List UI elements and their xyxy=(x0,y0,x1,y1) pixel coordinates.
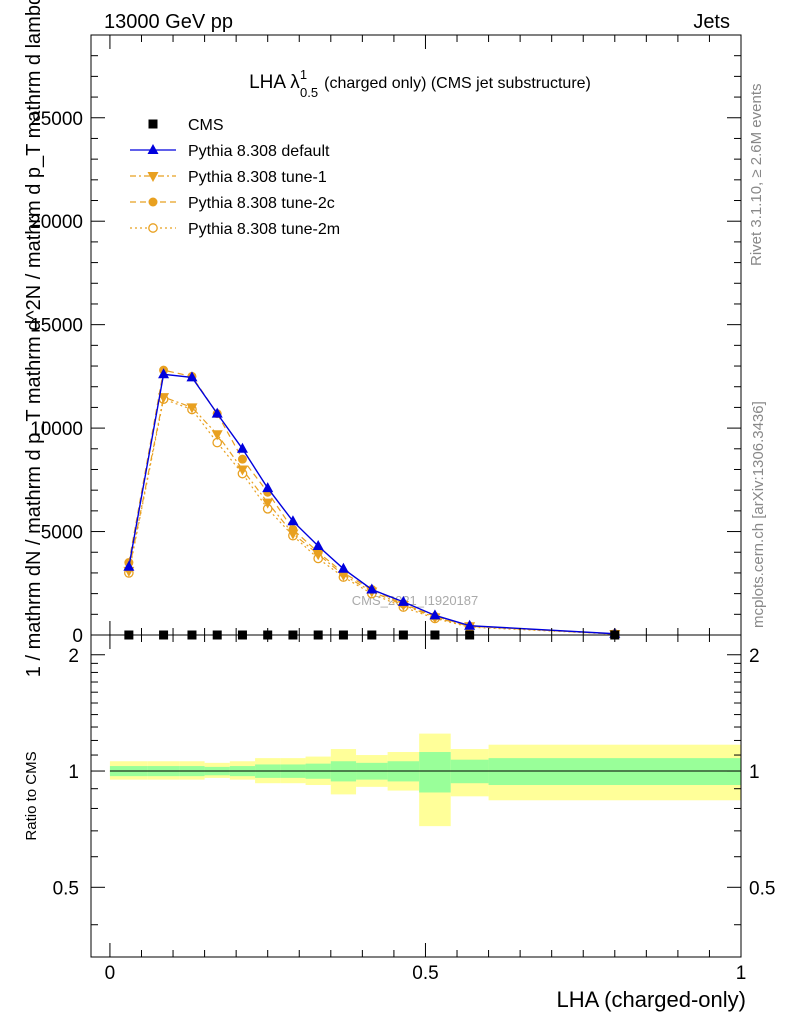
ratio-y-tick-label: 0.5 xyxy=(53,878,79,899)
header-right: Jets xyxy=(693,11,730,33)
x-tick-label: 0.5 xyxy=(412,963,438,984)
data-point xyxy=(158,368,170,379)
mcplots-reference-text: mcplots.cern.ch [arXiv:1306.3436] xyxy=(750,401,767,628)
data-point xyxy=(262,482,274,493)
ratio-plot-frame xyxy=(90,634,742,958)
data-point xyxy=(158,393,170,404)
legend-marker xyxy=(148,223,158,233)
data-point xyxy=(237,454,247,464)
chart-title: LHA λ1 0.5(charged only) (CMS jet substru… xyxy=(249,67,591,100)
legend-item: Pythia 8.308 tune-2m xyxy=(130,221,340,238)
legend-marker xyxy=(148,197,158,207)
y-tick-label: 20000 xyxy=(30,212,83,233)
data-point xyxy=(287,529,299,540)
legend-item: Pythia 8.308 default xyxy=(130,143,330,160)
data-point xyxy=(186,403,198,414)
y-tick-label: 5000 xyxy=(41,523,83,544)
ratio-y-tick-label: 2 xyxy=(68,646,79,667)
data-point xyxy=(337,562,349,573)
data-point xyxy=(211,407,223,418)
ratio-plot-panel: 0.5 0.5 1 1 2 2 0 0.5 1 Ratio to CMS LHA (charge… xyxy=(23,634,775,1012)
data-point xyxy=(312,550,324,561)
data-point xyxy=(186,371,198,382)
legend-label: Pythia 8.308 default xyxy=(188,143,330,160)
y-axis-label: 1 / mathrm dN / mathrm d p_T mathrm d^2N… xyxy=(23,0,45,677)
legend-item: Pythia 8.308 tune-1 xyxy=(130,169,327,186)
data-point xyxy=(429,609,441,620)
data-point xyxy=(312,540,324,551)
ratio-y-tick-label-right: 1 xyxy=(749,762,760,783)
series-pythia-8-308-default xyxy=(123,368,621,638)
y-tick-label: 10000 xyxy=(30,419,83,440)
x-axis-label: LHA (charged-only) xyxy=(556,987,746,1012)
series-line xyxy=(128,398,615,635)
legend-label: Pythia 8.308 tune-1 xyxy=(188,169,327,186)
data-point xyxy=(123,560,135,571)
series-line xyxy=(128,373,615,635)
ratio-y-tick-label-right: 0.5 xyxy=(749,878,775,899)
data-point xyxy=(337,571,349,581)
legend-label: Pythia 8.308 tune-2m xyxy=(188,221,340,238)
y-tick-label: 15000 xyxy=(30,316,83,337)
legend-label: CMS xyxy=(188,117,224,134)
header-left: 13000 GeV pp xyxy=(104,11,233,33)
rivet-version-text: Rivet 3.1.10, ≥ 2.6M events xyxy=(748,84,765,267)
legend-marker xyxy=(148,119,158,129)
data-point xyxy=(211,430,223,441)
data-point xyxy=(262,498,274,509)
x-tick-label: 1 xyxy=(736,963,747,984)
x-tick-label: 0 xyxy=(105,963,116,984)
data-point xyxy=(236,442,248,453)
ratio-y-tick-label-right: 2 xyxy=(749,646,760,667)
legend-item: Pythia 8.308 tune-2c xyxy=(130,195,335,212)
legend-marker xyxy=(147,144,159,154)
data-point xyxy=(236,465,248,476)
data-point xyxy=(287,515,299,526)
data-point xyxy=(397,595,409,606)
legend-item: CMS xyxy=(148,117,224,134)
ratio-y-tick-label: 1 xyxy=(68,762,79,783)
legend-label: Pythia 8.308 tune-2c xyxy=(188,195,335,212)
ratio-band-inner xyxy=(419,752,451,793)
y-tick-label: 0 xyxy=(72,626,83,647)
series-line xyxy=(128,396,615,635)
ratio-band-inner xyxy=(488,758,741,786)
y-tick-label: 25000 xyxy=(30,109,83,130)
data-point xyxy=(366,583,378,594)
legend: CMS Pythia 8.308 default Pythia 8.308 tune… xyxy=(130,117,340,238)
ratio-y-axis-label: Ratio to CMS xyxy=(23,751,40,840)
main-plot-panel: CMS_2021_I1920187 0500010000150002000025… xyxy=(23,0,742,677)
legend-marker xyxy=(147,172,159,182)
data-point xyxy=(464,619,476,630)
